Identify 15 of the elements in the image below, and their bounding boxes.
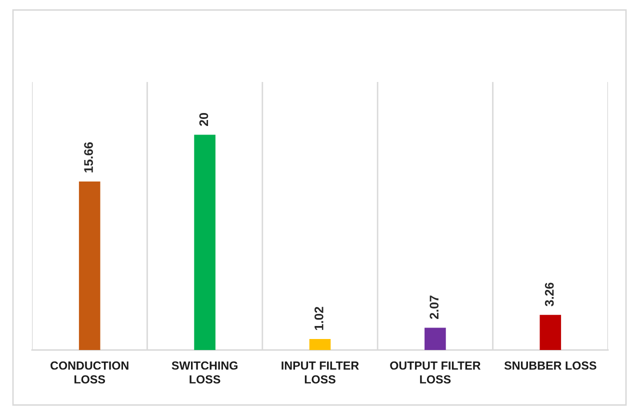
bar bbox=[424, 328, 446, 350]
data-label: 20 bbox=[199, 113, 208, 126]
x-tick-label: INPUT FILTER LOSS bbox=[282, 362, 359, 384]
data-label: 1.02 bbox=[314, 306, 324, 330]
bar bbox=[540, 314, 562, 350]
data-label: 3.26 bbox=[544, 282, 554, 306]
bar bbox=[309, 339, 331, 350]
bar bbox=[194, 134, 216, 350]
data-label: 2.07 bbox=[430, 296, 439, 319]
x-tick-label: OUTPUT FILTER LOSS bbox=[390, 361, 481, 384]
x-tick-label: CONDUCTION LOSS bbox=[50, 361, 128, 384]
data-label: 15.66 bbox=[84, 142, 93, 172]
bar bbox=[78, 181, 100, 350]
x-tick-label: SWITCHING LOSS bbox=[172, 361, 238, 384]
x-tick-label: SNUBBER LOSS bbox=[504, 361, 596, 370]
